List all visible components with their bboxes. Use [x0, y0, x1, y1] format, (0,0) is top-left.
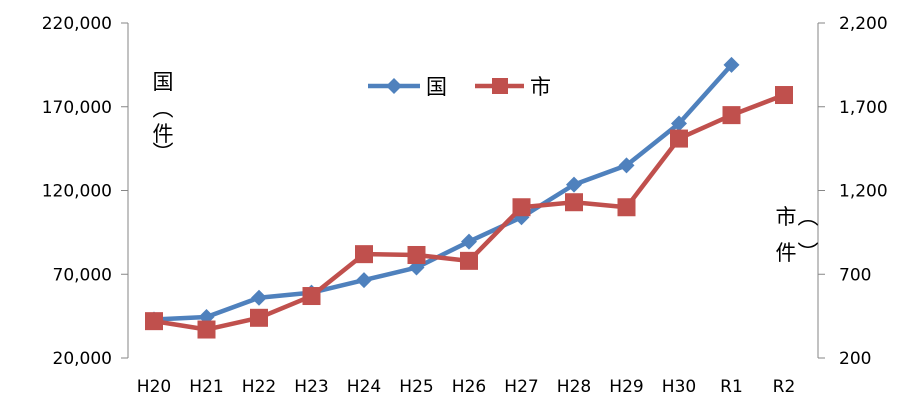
right-axis-label-char-3: 件	[776, 241, 797, 265]
data-point-diamond	[566, 176, 582, 193]
data-point-square	[512, 198, 531, 217]
right-tick-label: 1,200	[839, 182, 888, 202]
x-tick-label: H22	[242, 377, 276, 397]
right-tick-label: 200	[839, 349, 871, 369]
right-tick-label: 700	[839, 265, 871, 285]
left-axis-ticks: 20,000 70,000 120,000 170,000 220,000	[42, 14, 128, 369]
left-tick-label: 20,000	[53, 349, 112, 369]
legend-label-city: 市	[530, 75, 551, 99]
x-tick-label: H23	[294, 377, 328, 397]
legend-item-city: 市	[475, 75, 551, 99]
x-tick-label: R1	[720, 377, 743, 397]
legend-square-marker-icon	[492, 78, 508, 94]
data-point-diamond	[356, 272, 372, 289]
x-tick-label: H24	[347, 377, 381, 397]
right-tick-label: 1,700	[839, 98, 888, 118]
data-point-square	[617, 198, 636, 217]
x-tick-label: H21	[189, 377, 223, 397]
right-tick-label: 2,200	[839, 14, 888, 34]
right-axis: 200 700 1,200 1,700 2,200 市 ︵ 件 ︶	[776, 14, 888, 369]
left-tick-label: 220,000	[42, 14, 112, 34]
data-point-square	[407, 245, 426, 264]
data-point-square	[722, 106, 741, 125]
left-axis-label-char-2: ︵	[153, 97, 174, 121]
right-axis-label-char-4: ︶	[798, 241, 819, 265]
data-point-diamond	[251, 289, 267, 306]
data-point-square	[775, 86, 793, 105]
left-tick-label: 70,000	[53, 265, 112, 285]
x-tick-label: H20	[137, 377, 171, 397]
x-tick-label: H30	[662, 377, 696, 397]
x-tick-label: H25	[399, 377, 433, 397]
data-point-square	[302, 287, 321, 306]
x-axis-ticks: H20 H21 H22 H23 H24 H25 H26 H27 H28 H29 H30 R1 R2	[137, 377, 796, 397]
data-point-square	[670, 129, 688, 148]
right-axis-label-char-1: 市	[776, 205, 797, 229]
series-city	[145, 86, 793, 339]
x-tick-label: H29	[609, 377, 643, 397]
legend-item-national: 国	[368, 75, 447, 99]
series-line	[153, 92, 785, 332]
data-point-square	[145, 312, 163, 331]
legend-label-national: 国	[426, 75, 447, 99]
data-point-diamond	[723, 56, 740, 73]
data-point-square	[355, 245, 373, 264]
right-axis-ticks: 200 700 1,200 1,700 2,200	[818, 14, 888, 369]
x-tick-label: R2	[773, 377, 796, 397]
data-point-square	[197, 320, 216, 339]
data-point-square	[250, 308, 268, 327]
left-axis-label-char-1: 国	[153, 70, 174, 94]
x-tick-label: H28	[557, 377, 591, 397]
series-line	[153, 63, 734, 322]
series-layer	[145, 56, 793, 339]
data-point-diamond	[671, 115, 687, 132]
left-axis-label-char-3: 件	[153, 122, 174, 146]
legend: 国 市	[368, 75, 551, 99]
x-tick-label: H26	[452, 377, 486, 397]
data-point-square	[565, 193, 583, 212]
right-axis-label-char-2: ︵	[798, 205, 819, 229]
data-point-diamond	[461, 233, 477, 250]
data-point-diamond	[618, 157, 635, 174]
x-tick-label: H27	[504, 377, 538, 397]
left-tick-label: 120,000	[42, 182, 112, 202]
left-axis-label-char-4: ︶	[153, 141, 174, 165]
legend-diamond-marker-icon	[386, 78, 402, 94]
data-point-square	[460, 251, 478, 270]
left-tick-label: 170,000	[42, 98, 112, 118]
